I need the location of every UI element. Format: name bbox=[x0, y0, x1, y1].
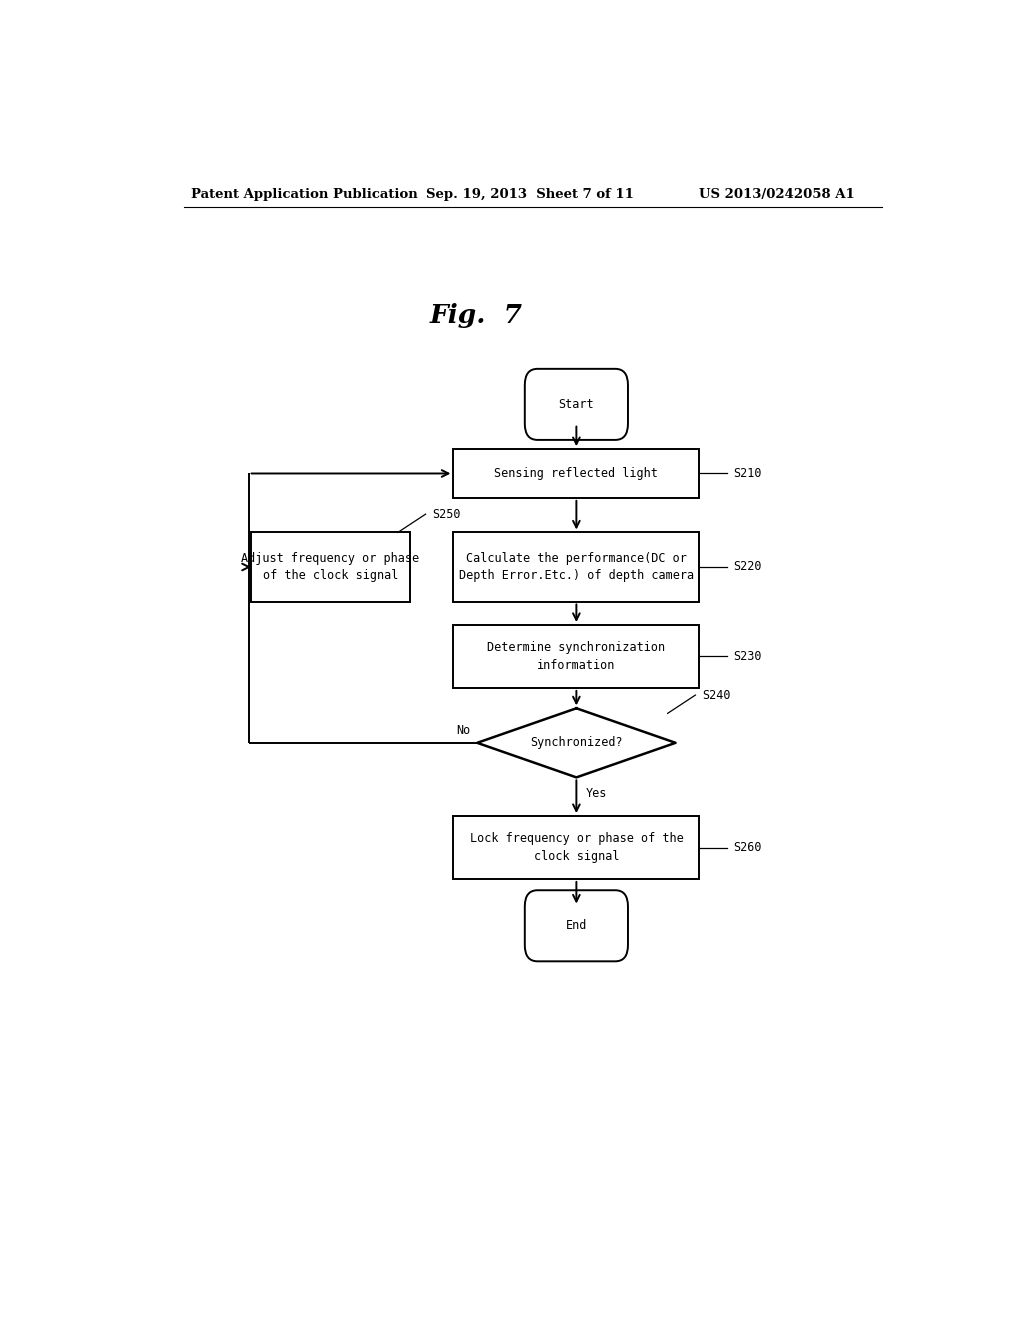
Text: Patent Application Publication: Patent Application Publication bbox=[191, 189, 418, 202]
Text: Sep. 19, 2013  Sheet 7 of 11: Sep. 19, 2013 Sheet 7 of 11 bbox=[426, 189, 634, 202]
Text: End: End bbox=[565, 919, 587, 932]
Text: Start: Start bbox=[558, 397, 594, 411]
FancyBboxPatch shape bbox=[454, 449, 699, 498]
Text: Synchronized?: Synchronized? bbox=[530, 737, 623, 750]
Text: S240: S240 bbox=[701, 689, 730, 701]
Text: Determine synchronization
information: Determine synchronization information bbox=[487, 642, 666, 672]
FancyBboxPatch shape bbox=[454, 816, 699, 879]
FancyBboxPatch shape bbox=[454, 624, 699, 688]
Text: S210: S210 bbox=[733, 467, 762, 480]
FancyBboxPatch shape bbox=[524, 890, 628, 961]
Text: S220: S220 bbox=[733, 561, 762, 573]
Text: Lock frequency or phase of the
clock signal: Lock frequency or phase of the clock sig… bbox=[470, 833, 683, 863]
Text: Calculate the performance(DC or
Depth Error.Etc.) of depth camera: Calculate the performance(DC or Depth Er… bbox=[459, 552, 694, 582]
Text: No: No bbox=[457, 725, 471, 737]
Text: S260: S260 bbox=[733, 841, 762, 854]
Text: S250: S250 bbox=[432, 508, 461, 520]
FancyBboxPatch shape bbox=[524, 368, 628, 440]
Text: Adjust frequency or phase
of the clock signal: Adjust frequency or phase of the clock s… bbox=[242, 552, 420, 582]
FancyBboxPatch shape bbox=[454, 532, 699, 602]
Text: Sensing reflected light: Sensing reflected light bbox=[495, 467, 658, 480]
Text: S230: S230 bbox=[733, 649, 762, 663]
Text: Yes: Yes bbox=[586, 787, 607, 800]
FancyBboxPatch shape bbox=[251, 532, 410, 602]
Text: US 2013/0242058 A1: US 2013/0242058 A1 bbox=[699, 189, 855, 202]
Text: Fig.  7: Fig. 7 bbox=[430, 304, 522, 329]
Polygon shape bbox=[477, 709, 676, 777]
